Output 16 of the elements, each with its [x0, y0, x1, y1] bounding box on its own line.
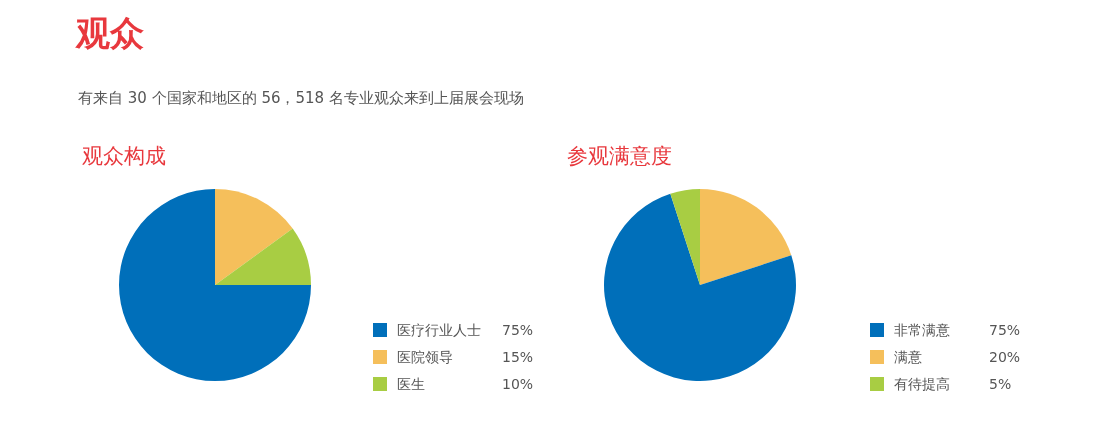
data-label: 5% [989, 376, 1012, 392]
legend-label: 满意 [894, 349, 922, 365]
chart-title: 参观满意度 [567, 143, 672, 168]
legend-label: 非常满意 [894, 322, 950, 338]
text: 有来自 30 个国家和地区的 56，518 名专业观众来到上届展会现场 [78, 88, 524, 108]
data-label: 10% [502, 376, 534, 392]
data-label: 15% [502, 349, 534, 365]
data-label: 75% [502, 322, 534, 338]
legend-label: 医疗行业人士 [397, 322, 481, 338]
data-label: 20% [989, 349, 1021, 365]
text: 观众 [76, 12, 144, 54]
data-label: 75% [989, 322, 1021, 338]
legend-label: 有待提高 [894, 376, 950, 392]
chart-title: 观众构成 [82, 143, 166, 168]
legend-label: 医生 [397, 376, 425, 392]
legend-label: 医院领导 [397, 349, 453, 365]
